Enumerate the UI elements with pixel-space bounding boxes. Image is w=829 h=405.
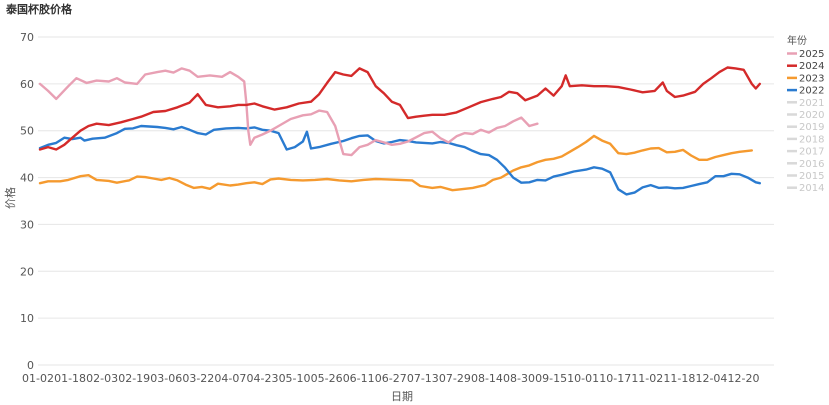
series-line-2024[interactable] (38, 66, 761, 151)
y-tick-label: 70 (20, 31, 34, 44)
y-tick-label: 60 (20, 78, 34, 91)
x-tick-label: 01-18 (54, 372, 86, 385)
x-axis-ticks: 01-02 01-18 02-03 02-19 03-06 03-22 04-07 04-23… (22, 372, 759, 385)
y-tick-label: 20 (20, 265, 34, 278)
legend-label: 2021 (799, 98, 824, 109)
y-tick-label: 10 (20, 312, 34, 325)
y-axis-label: 价格 (3, 187, 17, 209)
x-tick-label: 06-27 (375, 372, 407, 385)
legend-label: 2023 (799, 73, 824, 84)
legend-label: 2020 (799, 110, 824, 121)
x-tick-label: 02-19 (118, 372, 150, 385)
legend-item-2021[interactable]: 2021 (787, 98, 824, 109)
series-line-2022[interactable] (38, 124, 761, 196)
y-axis-ticks: 0 10 20 30 40 50 60 70 (20, 31, 34, 372)
series-line-2023[interactable] (38, 134, 753, 192)
x-tick-label: 05-10 (279, 372, 311, 385)
x-tick-label: 06-11 (343, 372, 375, 385)
series-lines (38, 66, 761, 196)
legend-label: 2017 (799, 147, 824, 158)
legend-label: 2016 (799, 159, 824, 170)
legend-label: 2024 (799, 61, 824, 72)
chart-title: 泰国杯胶价格 (5, 2, 73, 16)
x-tick-label: 08-14 (471, 372, 503, 385)
legend-label: 2019 (799, 122, 824, 133)
x-tick-label: 05-26 (311, 372, 343, 385)
x-tick-label: 11-18 (663, 372, 695, 385)
x-axis-label: 日期 (391, 390, 413, 403)
series-line-2025[interactable] (38, 67, 539, 157)
legend-label: 2025 (799, 49, 824, 60)
legend-label: 2018 (799, 134, 824, 145)
legend-item-2022[interactable]: 2022 (787, 86, 824, 97)
x-tick-label: 10-17 (599, 372, 631, 385)
x-tick-label: 03-06 (150, 372, 182, 385)
x-tick-label: 07-13 (407, 372, 439, 385)
legend-item-2023[interactable]: 2023 (787, 73, 824, 84)
legend-label: 2022 (799, 86, 824, 97)
legend-item-2020[interactable]: 2020 (787, 110, 824, 121)
legend-item-2024[interactable]: 2024 (787, 61, 824, 72)
x-tick-label: 08-30 (503, 372, 535, 385)
x-tick-label: 12-04 (695, 372, 727, 385)
legend-item-2025[interactable]: 2025 (787, 49, 824, 60)
legend-item-2019[interactable]: 2019 (787, 122, 824, 133)
x-tick-label: 10-01 (567, 372, 599, 385)
legend-item-2016[interactable]: 2016 (787, 159, 824, 170)
y-tick-label: 30 (20, 218, 34, 231)
legend-item-2017[interactable]: 2017 (787, 147, 824, 158)
x-tick-label: 02-03 (86, 372, 118, 385)
legend-item-2018[interactable]: 2018 (787, 134, 824, 145)
x-tick-label: 09-15 (535, 372, 567, 385)
y-tick-label: 50 (20, 125, 34, 138)
x-tick-label: 01-02 (22, 372, 54, 385)
y-tick-label: 0 (27, 359, 34, 372)
x-tick-label: 11-02 (631, 372, 663, 385)
legend-label: 2014 (799, 183, 824, 194)
x-tick-label: 12-20 (728, 372, 760, 385)
grid-lines (38, 36, 774, 366)
x-tick-label: 07-29 (439, 372, 471, 385)
x-tick-label: 04-23 (246, 372, 278, 385)
legend-title: 年份 (787, 34, 807, 47)
legend-item-2015[interactable]: 2015 (787, 171, 824, 182)
legend-item-2014[interactable]: 2014 (787, 183, 824, 194)
x-tick-label: 03-22 (182, 372, 214, 385)
x-tick-label: 04-07 (214, 372, 246, 385)
legend[interactable]: 年份 2025202420232022202120202019201820172… (787, 34, 824, 194)
legend-label: 2015 (799, 171, 824, 182)
y-tick-label: 40 (20, 172, 34, 185)
